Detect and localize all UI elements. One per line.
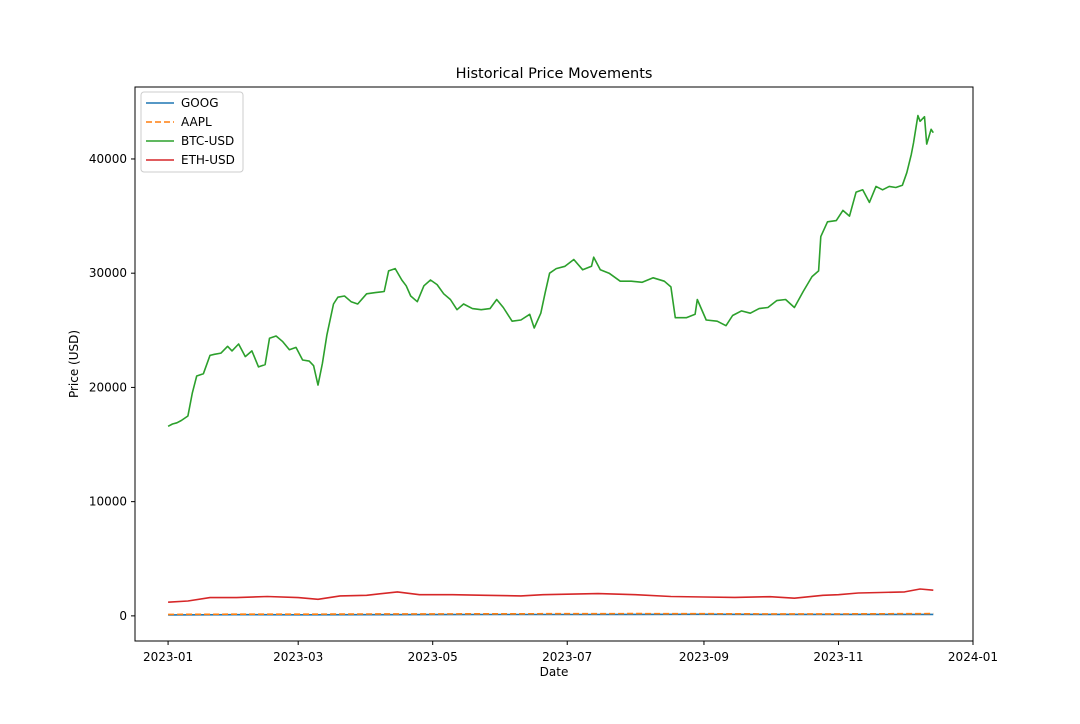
x-tick-label: 2024-01 [948,650,998,664]
series-line-btc-usd [167,114,934,428]
x-tick-label: 2023-09 [679,650,729,664]
legend-label-btc-usd: BTC-USD [181,134,234,148]
legend: GOOG AAPL BTC-USD ETH-USD [140,91,244,173]
y-tick-label: 0 [119,609,127,623]
y-tick-label: 10000 [89,495,127,509]
y-tick-label: 40000 [89,152,127,166]
plot-area [135,87,973,641]
x-tick-label: 2023-05 [408,650,458,664]
y-axis-label: Price (USD) [67,330,81,398]
x-tick-label: 2023-01 [143,650,193,664]
y-axis: 0 10000 20000 30000 40000 [89,152,135,623]
series-line-aapl [168,612,934,616]
legend-label-eth-usd: ETH-USD [181,153,235,167]
y-tick-label: 20000 [89,380,127,394]
x-axis: 2023-01 2023-03 2023-05 2023-07 2023-09 2023-… [143,641,998,664]
x-tick-label: 2023-07 [542,650,592,664]
legend-label-goog: GOOG [181,96,219,110]
legend-label-aapl: AAPL [181,115,212,129]
legend-box [140,91,244,173]
series-line-eth-usd [168,588,934,603]
y-tick-label: 30000 [89,266,127,280]
chart-title: Historical Price Movements [456,66,653,82]
plot-frame [134,86,974,642]
x-tick-label: 2023-03 [273,650,323,664]
x-tick-label: 2023-11 [813,650,863,664]
series-layer [167,114,934,616]
x-axis-label: Date [540,665,569,679]
